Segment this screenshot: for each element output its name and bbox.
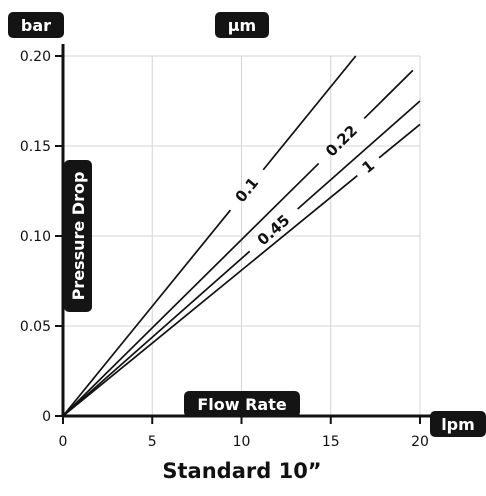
series-0.22 [62, 69, 414, 417]
y-tick-label: 0.15 [20, 139, 51, 155]
y-tick-label: 0.20 [20, 49, 51, 65]
y-unit-badge-background [8, 12, 64, 38]
x-axis-label: Flow Rate [184, 391, 300, 417]
x-axis-label-background [184, 391, 300, 417]
x-tick-label: 0 [59, 434, 68, 450]
series-1 [62, 123, 421, 417]
legend-title-badge: µm [215, 12, 269, 38]
y-tick-label: 0 [42, 409, 51, 425]
series-line-0.45-segment-a [62, 250, 251, 417]
series-label-0.1: 0.1 [232, 174, 263, 206]
series-line-0.1-segment-a [62, 209, 232, 417]
x-tick-label: 15 [322, 434, 340, 450]
labels: 0 5 10 15 2000.050.100.150.200.10.220.451bar… [8, 12, 486, 483]
y-tick-label: 0.10 [20, 229, 51, 245]
series-line-0.22-segment-a [62, 162, 320, 417]
series-line-1-segment-b [378, 123, 421, 159]
y-unit-badge-text: bar [21, 16, 51, 35]
series-line-0.45-segment-b [297, 100, 421, 210]
series-line-1-segment-a [62, 174, 358, 417]
x-unit-badge-background [430, 411, 486, 437]
series-0.45 [62, 100, 421, 417]
y-unit-badge: bar [8, 12, 64, 38]
x-tick-label: 5 [148, 434, 157, 450]
x-unit-badge: lpm [430, 411, 486, 437]
y-axis-label: Pressure Drop [64, 160, 92, 312]
series-label-1: 1 [358, 156, 377, 177]
chart-title: Standard 10” [162, 459, 321, 483]
x-axis-label-text: Flow Rate [197, 395, 287, 414]
series-0.1 [62, 55, 357, 417]
series-line-0.1-segment-b [262, 55, 357, 171]
y-axis-label-text: Pressure Drop [69, 172, 88, 301]
series-line-0.22-segment-b [363, 69, 414, 120]
x-unit-badge-text: lpm [441, 415, 475, 434]
legend-title-badge-text: µm [228, 16, 256, 35]
legend-title-badge-background [215, 12, 269, 38]
grid-lines [63, 55, 421, 416]
series-label-0.22: 0.22 [322, 122, 361, 161]
x-tick-label: 10 [233, 434, 251, 450]
x-tick-label: 20 [411, 434, 429, 450]
y-tick-label: 0.05 [20, 319, 51, 335]
y-axis-label-background [64, 160, 92, 312]
series-lines [62, 55, 421, 417]
